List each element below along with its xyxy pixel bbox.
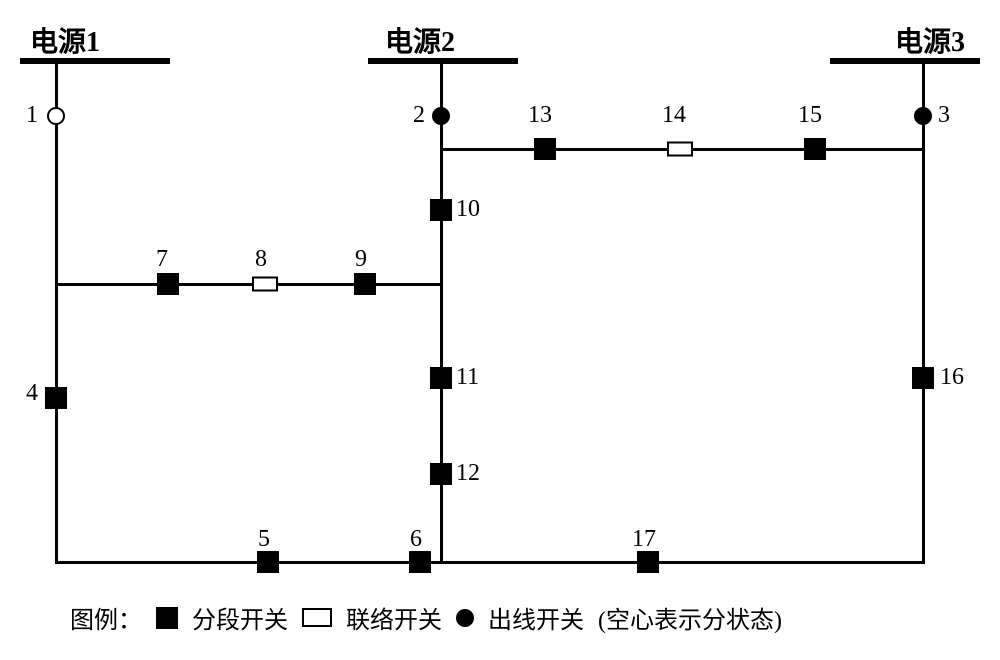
switch-10 [430, 199, 452, 221]
switch-label-12: 12 [456, 460, 480, 487]
switch-7 [157, 273, 179, 295]
switch-label-16: 16 [940, 364, 964, 391]
source-3-busbar [830, 58, 980, 64]
legend-outlet-icon [456, 609, 474, 627]
legend-tie-icon [302, 608, 332, 627]
legend: 图例： 分段开关 联络开关 出线开关 (空心表示分状态) [70, 600, 980, 635]
legend-section-label: 分段开关 [192, 600, 288, 635]
feeder-3-vert [922, 64, 925, 564]
switch-label-2: 2 [413, 102, 425, 129]
switch-label-14: 14 [662, 102, 686, 129]
switch-label-4: 4 [26, 380, 38, 407]
switch-12 [430, 463, 452, 485]
switch-label-17: 17 [632, 526, 656, 553]
mid-left-horiz [55, 283, 443, 286]
switch-11 [430, 367, 452, 389]
switch-label-8: 8 [255, 246, 267, 273]
legend-outlet-label: 出线开关 [488, 600, 584, 635]
source-1-busbar [20, 58, 170, 64]
switch-label-15: 15 [798, 102, 822, 129]
switch-17 [637, 551, 659, 573]
feeder-2-vert [440, 64, 443, 564]
switch-13 [534, 138, 556, 160]
switch-label-5: 5 [258, 526, 270, 553]
bottom-horiz [55, 561, 925, 564]
switch-6 [409, 551, 431, 573]
switch-8 [252, 277, 278, 292]
switch-label-11: 11 [456, 364, 479, 391]
switch-5 [257, 551, 279, 573]
switch-14 [667, 142, 693, 157]
switch-9 [354, 273, 376, 295]
feeder-1-vert [55, 64, 58, 564]
source-1-label: 电源1 [30, 20, 100, 60]
switch-label-13: 13 [528, 102, 552, 129]
switch-16 [912, 367, 934, 389]
switch-label-9: 9 [355, 246, 367, 273]
source-3-label: 电源3 [895, 20, 965, 60]
switch-label-7: 7 [156, 246, 168, 273]
switch-label-6: 6 [410, 526, 422, 553]
legend-note: (空心表示分状态) [598, 600, 782, 635]
switch-label-10: 10 [456, 196, 480, 223]
source-2-busbar [368, 58, 518, 64]
switch-3 [914, 107, 932, 125]
switch-label-3: 3 [938, 102, 950, 129]
switch-4 [45, 387, 67, 409]
switch-1 [47, 107, 65, 125]
power-distribution-diagram: 电源1 电源2 电源3 图例： 分段开关 联络开关 出线开关 (空心表示分状态)… [20, 20, 980, 640]
switch-15 [804, 138, 826, 160]
switch-2 [432, 107, 450, 125]
legend-title: 图例： [70, 600, 142, 635]
legend-section-icon [156, 607, 178, 629]
source-2-label: 电源2 [385, 20, 455, 60]
switch-label-1: 1 [26, 102, 38, 129]
legend-tie-label: 联络开关 [346, 600, 442, 635]
